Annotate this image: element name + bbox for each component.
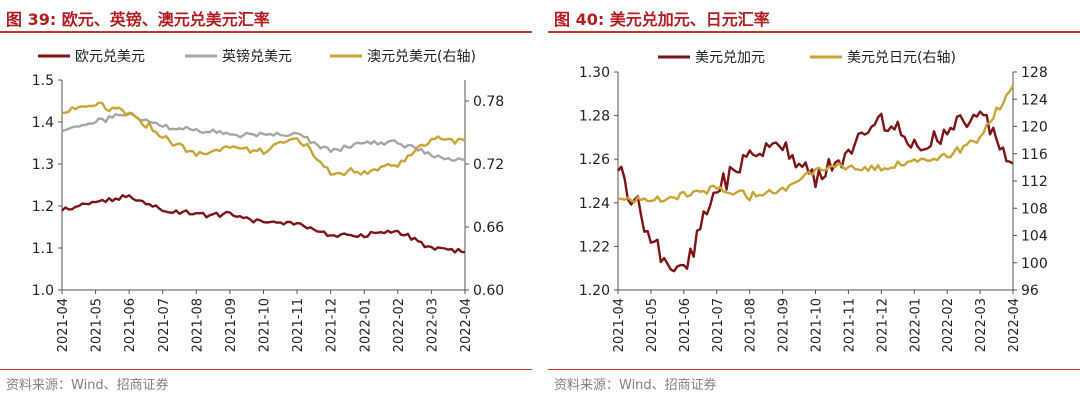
y-tick-label-right: 104 <box>1021 229 1048 245</box>
y-tick-label-right: 0.60 <box>473 283 504 299</box>
y-tick-label-right: 100 <box>1021 256 1048 272</box>
y-tick-label-left: 1.20 <box>579 283 610 299</box>
series-line <box>61 101 466 177</box>
x-tick-label: 2021-08 <box>190 298 205 352</box>
title-rule <box>548 31 1080 33</box>
y-tick-label-left: 1.30 <box>579 65 610 81</box>
x-tick-label: 2021-09 <box>224 298 239 352</box>
legend-label: 澳元兑美元(右轴) <box>367 49 476 65</box>
x-tick-label: 2021-07 <box>157 298 172 352</box>
title-rule <box>0 31 532 33</box>
x-tick-label: 2022-04 <box>1007 298 1022 352</box>
x-tick-label: 2022-01 <box>358 298 373 352</box>
x-tick-label: 2021-12 <box>325 298 340 352</box>
x-tick-label: 2021-11 <box>842 298 857 352</box>
x-tick-label: 2022-04 <box>459 298 474 352</box>
y-tick-label-left: 1.24 <box>579 196 610 212</box>
source-rule <box>548 369 1080 370</box>
y-tick-label-left: 1.22 <box>579 239 610 255</box>
y-tick-label-right: 128 <box>1021 65 1048 81</box>
x-tick-label: 2022-03 <box>425 298 440 352</box>
x-tick-label: 2021-11 <box>291 298 306 352</box>
chart-40-canvas: 1.30 1.28 1.26 1.24 1.22 1.20 128 124 120 116 112 1… <box>579 50 1048 352</box>
legend-label: 美元兑加元 <box>695 50 765 66</box>
y-tick-label-left: 1.3 <box>32 157 54 173</box>
legend-label: 欧元兑美元 <box>75 49 145 65</box>
y-tick-label-right: 124 <box>1021 92 1048 108</box>
y-tick-label-left: 1.1 <box>32 241 54 257</box>
source-note: 资料来源：Wind、招商证券 <box>554 378 717 393</box>
x-tick-label: 2021-06 <box>123 298 138 352</box>
x-tick-label: 2021-10 <box>258 298 273 352</box>
x-tick-label: 2021-06 <box>678 298 693 352</box>
x-tick-label: 2022-01 <box>908 298 923 352</box>
chart-39-canvas: 1.5 1.4 1.3 1.2 1.1 1.0 0.78 0.72 0.66 0.60 2021-0… <box>32 48 505 352</box>
y-tick-label-right: 0.72 <box>473 157 504 173</box>
y-tick-label-right: 0.66 <box>473 220 504 236</box>
x-tick-label: 2021-07 <box>711 298 726 352</box>
x-tick-label: 2021-08 <box>744 298 759 352</box>
source-note: 资料来源：Wind、招商证券 <box>6 378 169 393</box>
x-tick-label: 2021-05 <box>645 298 660 352</box>
chart-panel-40: 图 40: 美元兑加元、日元汇率 1.30 1.28 1.26 1.24 1.22 1.2… <box>548 0 1080 400</box>
series-line <box>617 110 1014 273</box>
y-tick-label-left: 1.5 <box>32 73 54 89</box>
legend-label: 英镑兑美元 <box>222 48 292 65</box>
y-tick-label-right: 0.78 <box>473 94 504 110</box>
y-tick-label-left: 1.0 <box>32 283 54 299</box>
x-tick-label: 2021-09 <box>777 298 792 352</box>
y-tick-label-right: 120 <box>1021 120 1048 136</box>
chart-title: 图 39: 欧元、英镑、澳元兑美元汇率 <box>6 10 270 29</box>
x-tick-label: 2022-03 <box>974 298 989 352</box>
y-tick-label-left: 1.2 <box>32 199 54 215</box>
x-tick-label: 2021-04 <box>56 298 71 352</box>
x-tick-label: 2021-05 <box>90 298 105 352</box>
legend-label: 美元兑日元(右轴) <box>847 50 956 66</box>
x-tick-label: 2021-04 <box>612 298 627 352</box>
x-tick-label: 2022-02 <box>392 298 407 352</box>
x-tick-label: 2022-02 <box>941 298 956 352</box>
y-tick-label-right: 112 <box>1021 174 1048 190</box>
y-tick-label-left: 1.4 <box>32 115 54 131</box>
y-tick-label-left: 1.26 <box>579 152 610 168</box>
chart-panel-39: 图 39: 欧元、英镑、澳元兑美元汇率 1.5 1.4 1.3 1.2 1.1 1.0 0.… <box>0 0 532 400</box>
y-tick-label-left: 1.28 <box>579 109 610 125</box>
x-tick-label: 2021-10 <box>810 298 825 352</box>
series-line <box>617 85 1015 204</box>
y-tick-label-right: 108 <box>1021 201 1048 217</box>
y-tick-label-right: 116 <box>1021 147 1048 163</box>
y-tick-label-right: 96 <box>1021 283 1039 299</box>
source-rule <box>0 369 532 370</box>
chart-title: 图 40: 美元兑加元、日元汇率 <box>554 10 770 29</box>
x-tick-label: 2021-12 <box>875 298 890 352</box>
series-line <box>61 194 466 254</box>
